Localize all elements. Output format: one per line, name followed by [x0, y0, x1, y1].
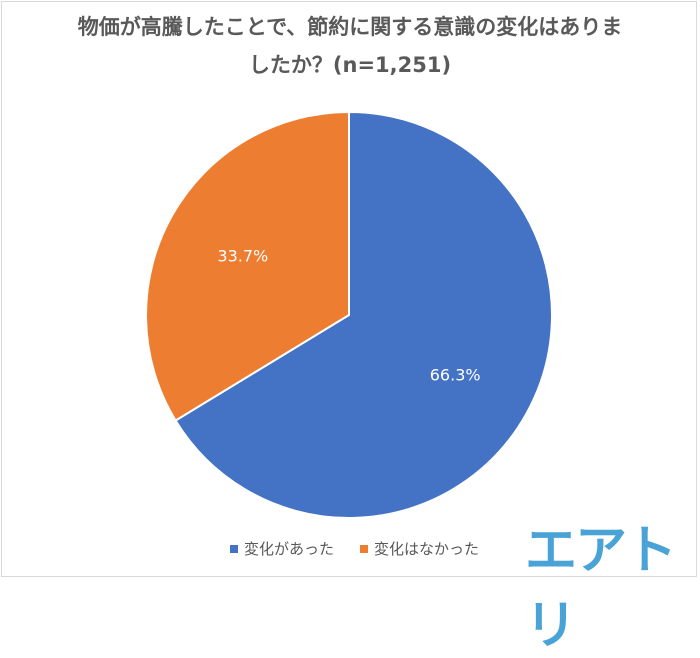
legend-swatch-unchanged — [360, 544, 369, 553]
legend-item-unchanged: 変化はなかった — [360, 538, 479, 559]
pie-chart: 66.3% 33.7% — [145, 110, 553, 519]
pie-slice-changed — [174, 110, 553, 519]
legend-label-unchanged: 変化はなかった — [374, 540, 480, 558]
airtrip-logo: エアトリ — [525, 521, 677, 656]
pie-slice-unchanged — [145, 110, 350, 422]
legend: 変化があった 変化はなかった — [230, 538, 479, 559]
legend-item-changed: 変化があった — [230, 538, 334, 559]
data-label-changed: 66.3% — [430, 366, 481, 385]
legend-swatch-changed — [230, 544, 238, 553]
data-label-unchanged: 33.7% — [217, 246, 268, 265]
chart-title-line-2: したか？(n=1,251) — [248, 53, 452, 77]
legend-label-changed: 変化があった — [244, 540, 335, 558]
chart-title-line-1: 物価が高騰したことで、節約に関する意識の変化はありま — [77, 15, 623, 39]
